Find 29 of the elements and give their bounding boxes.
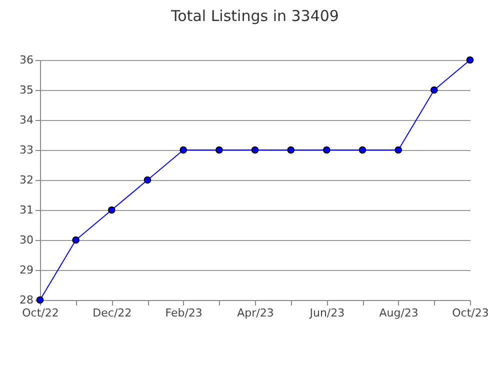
y-tick-label: 31: [20, 204, 34, 216]
point: [108, 206, 116, 214]
point: [180, 146, 187, 154]
x-tick-label: Aug/23: [379, 306, 418, 320]
point: [394, 146, 402, 154]
point: [430, 86, 438, 94]
x-tick-label: Jun/23: [308, 306, 345, 320]
y-tick-label: 36: [20, 54, 34, 66]
y-tick-label: 29: [20, 264, 34, 276]
x-tick-label: Dec/22: [92, 306, 132, 320]
point: [216, 146, 223, 154]
x-tick-label: Oct/22: [22, 306, 59, 320]
point: [72, 236, 80, 244]
point: [144, 176, 152, 184]
y-tick-label: 32: [20, 174, 34, 186]
y-tick-label: 30: [20, 234, 34, 246]
x-tick-label: Apr/23: [237, 306, 274, 320]
point: [466, 56, 474, 64]
point: [251, 146, 259, 154]
y-tick-label: 34: [20, 114, 34, 126]
x-tick-label: Feb/23: [165, 306, 202, 320]
y-tick-label: 28: [20, 294, 34, 306]
x-tick-label: Oct/23: [452, 306, 489, 320]
chart-title: Total Listings in 33409: [170, 7, 339, 25]
point: [287, 146, 294, 154]
y-tick-label: 35: [20, 84, 34, 96]
point: [323, 146, 330, 154]
y-tick-label: 33: [20, 144, 34, 156]
point: [358, 146, 366, 154]
